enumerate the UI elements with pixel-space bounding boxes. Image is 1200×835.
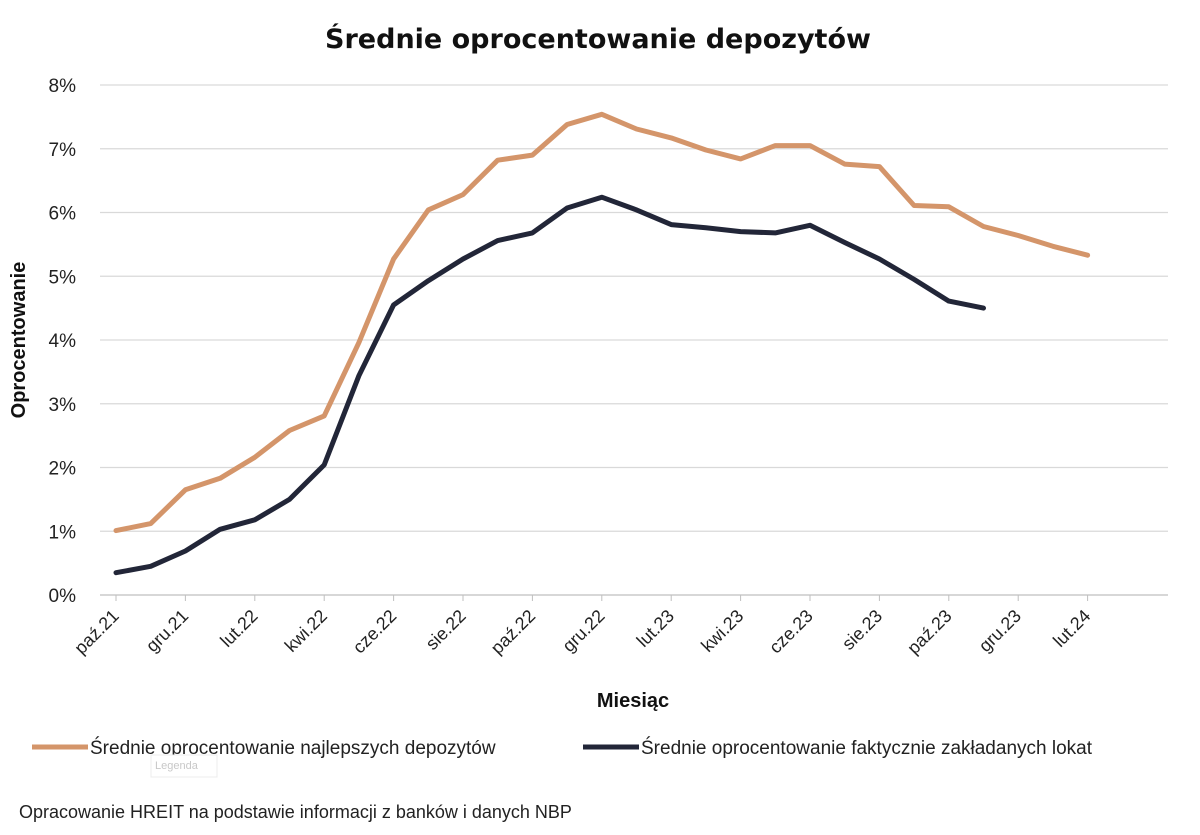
x-axis-ticks: paź.21 gru.21 lut.22 kwi.22 cze.22 sie.22 paź.…: [70, 595, 1094, 658]
y-tick-label: 1%: [49, 522, 77, 543]
y-tick-label: 6%: [49, 204, 77, 225]
x-axis-title: Miesiąc: [597, 690, 669, 712]
series-lines: [113, 111, 1091, 576]
x-tick-label: lut.24: [1049, 606, 1094, 651]
chart-title: Średnie oprocentowanie depozytów: [325, 23, 871, 55]
x-tick-label: sie.22: [422, 606, 470, 654]
x-tick-label: sie.23: [838, 606, 886, 654]
x-tick-label: cze.22: [349, 606, 401, 658]
x-tick-label: kwi.23: [697, 606, 747, 656]
series-line-best-deposits: [113, 111, 1091, 534]
x-tick-label: paź.22: [487, 606, 539, 658]
legend-label-best-deposits: Średnie oprocentowanie najlepszych depoz…: [90, 737, 496, 759]
x-tick-label: gru.23: [975, 606, 1025, 656]
x-tick-label: cze.23: [765, 606, 817, 658]
y-tick-label: 2%: [49, 459, 77, 480]
y-tick-label: 5%: [49, 267, 77, 288]
y-tick-label: 8%: [49, 76, 77, 97]
y-tick-label: 0%: [49, 586, 77, 607]
gridlines: [100, 84, 1168, 596]
legend-tooltip-box: [150, 754, 218, 778]
x-tick-label: gru.22: [558, 606, 608, 656]
y-tick-label: 7%: [49, 140, 77, 161]
y-tick-label: 3%: [49, 395, 77, 416]
legend-label-actual-deposits: Średnie oprocentowanie faktycznie zakład…: [641, 737, 1093, 759]
x-tick-label: lut.22: [216, 606, 261, 651]
y-tick-label: 4%: [49, 331, 77, 352]
series-line-actual-deposits: [113, 194, 986, 576]
legend-tooltip-text: Legenda: [155, 760, 199, 772]
x-tick-label: paź.23: [903, 606, 955, 658]
x-tick-label: paź.21: [70, 606, 122, 658]
x-tick-label: gru.21: [142, 606, 192, 656]
x-tick-label: kwi.22: [281, 606, 331, 656]
y-axis-ticks: 0% 1% 2% 3% 4% 5% 6% 7% 8%: [49, 76, 77, 607]
x-tick-label: lut.23: [633, 606, 678, 651]
footnote: Opracowanie HREIT na podstawie informacj…: [19, 802, 572, 822]
legend: Średnie oprocentowanie najlepszych depoz…: [32, 737, 1093, 759]
y-axis-title: Oprocentowanie: [8, 262, 30, 419]
